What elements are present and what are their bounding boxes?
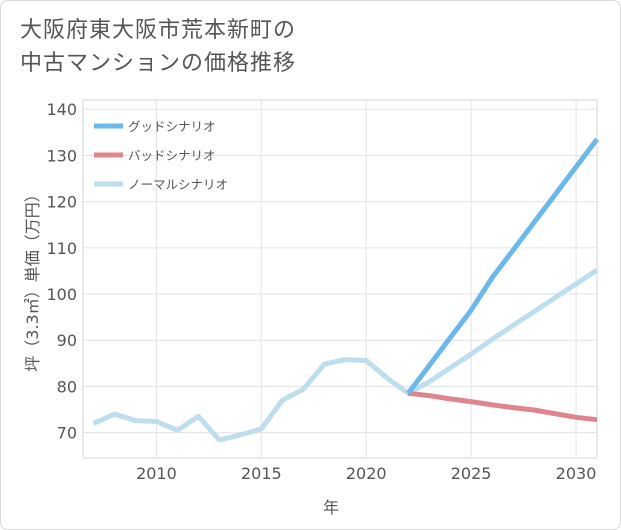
x-axis-title: 年	[323, 498, 339, 517]
series-line-bad	[407, 390, 598, 423]
x-tick-label-2020: 2020	[346, 464, 387, 483]
y-axis-ticks: 70 80 90 100 110 120 130 140	[46, 100, 77, 442]
x-tick-label-2030: 2030	[556, 464, 597, 483]
series-line-good	[406, 137, 599, 395]
chart-title: 大阪府東大阪市荒本新町の 中古マンションの価格推移	[20, 14, 296, 80]
legend-label-bad: バッドシナリオ	[128, 148, 216, 163]
x-tick-label-2025: 2025	[451, 464, 492, 483]
y-tick-label-90: 90	[57, 331, 77, 350]
plot-area-border	[82, 99, 598, 459]
y-axis-title: 坪（3.3㎡）単価（万円）	[23, 186, 42, 371]
series-lines	[92, 137, 599, 443]
x-axis-ticks: 2010 2015 2020 2025 2030	[136, 464, 596, 483]
legend-label-normal: ノーマルシナリオ	[128, 177, 228, 192]
y-tick-label-130: 130	[46, 146, 77, 165]
y-tick-label-70: 70	[57, 424, 77, 443]
y-tick-label-110: 110	[46, 239, 77, 258]
legend-label-good: グッドシナリオ	[128, 119, 216, 134]
y-tick-label-140: 140	[46, 100, 77, 119]
x-tick-label-2010: 2010	[136, 464, 177, 483]
y-tick-label-80: 80	[57, 377, 77, 396]
y-tick-label-120: 120	[46, 193, 77, 212]
chart-title-line1: 大阪府東大阪市荒本新町の	[20, 18, 297, 43]
series-line-normal	[92, 267, 599, 443]
grid-lines	[83, 100, 597, 458]
y-tick-label-100: 100	[46, 285, 77, 304]
chart-title-line2: 中古マンションの価格推移	[20, 51, 297, 76]
x-tick-label-2015: 2015	[241, 464, 282, 483]
